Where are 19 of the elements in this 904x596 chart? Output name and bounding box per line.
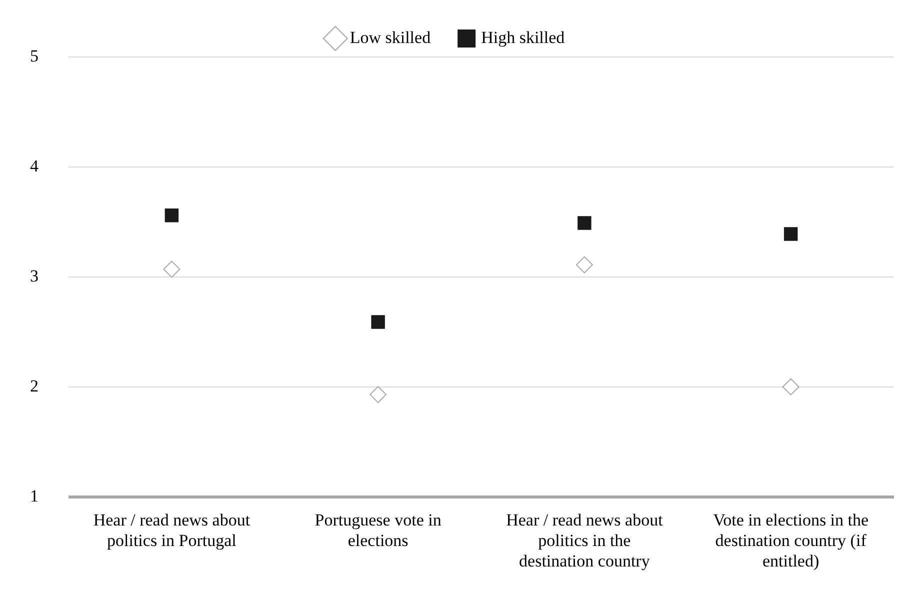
- y-tick-label: 1: [30, 486, 38, 506]
- y-tick-label: 3: [30, 266, 38, 286]
- point: [164, 208, 179, 222]
- x-tick-label: Portuguese vote in elections: [314, 510, 442, 550]
- point: [371, 315, 385, 329]
- point: [576, 256, 593, 274]
- x-tick-label: Hear / read news about politics in Portugal: [93, 510, 250, 550]
- y-tick-label: 4: [30, 156, 39, 176]
- legend-label: High skilled: [481, 28, 566, 47]
- point: [782, 378, 800, 396]
- x-tick-label: Hear / read news about politics in the destination country: [506, 510, 664, 570]
- y-tick-label: 2: [30, 376, 38, 396]
- x-tick-label: Vote in elections in the destination country (if entitled): [713, 510, 869, 570]
- point: [163, 260, 180, 278]
- legend-label: Low skilled: [350, 28, 432, 47]
- point: [578, 216, 592, 230]
- y-tick-label: 5: [30, 46, 38, 66]
- point: [784, 227, 798, 241]
- point: [370, 386, 387, 404]
